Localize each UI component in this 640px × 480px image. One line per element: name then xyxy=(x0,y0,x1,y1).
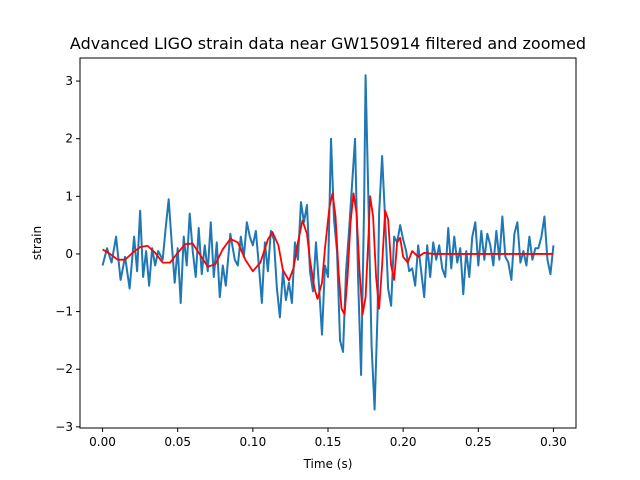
x-tick-label: 0.20 xyxy=(390,435,417,449)
x-tick-label: 0.05 xyxy=(164,435,191,449)
y-tick-label: 3 xyxy=(65,74,73,88)
y-tick-label: −1 xyxy=(55,305,73,319)
series-layer xyxy=(101,74,555,411)
x-tick-label: 0.30 xyxy=(540,435,567,449)
chart-title: Advanced LIGO strain data near GW150914 … xyxy=(70,34,586,53)
x-tick-label: 0.10 xyxy=(239,435,266,449)
x-axis-label: Time (s) xyxy=(303,457,353,471)
y-tick-label: 1 xyxy=(65,189,73,203)
series-line-2 xyxy=(102,192,554,316)
y-axis-label: strain xyxy=(30,226,44,260)
y-axis: −3 −2 −1 0 1 2 3 xyxy=(55,74,80,434)
y-tick-label: 2 xyxy=(65,132,73,146)
y-tick-label: 0 xyxy=(65,247,73,261)
x-tick-label: 0.15 xyxy=(315,435,342,449)
y-tick-label: −3 xyxy=(55,420,73,434)
x-tick-label: 0.00 xyxy=(89,435,116,449)
y-tick-label: −2 xyxy=(55,362,73,376)
x-axis: 0.00 0.05 0.10 0.15 0.20 0.25 0.30 xyxy=(89,428,567,449)
x-tick-label: 0.25 xyxy=(465,435,492,449)
